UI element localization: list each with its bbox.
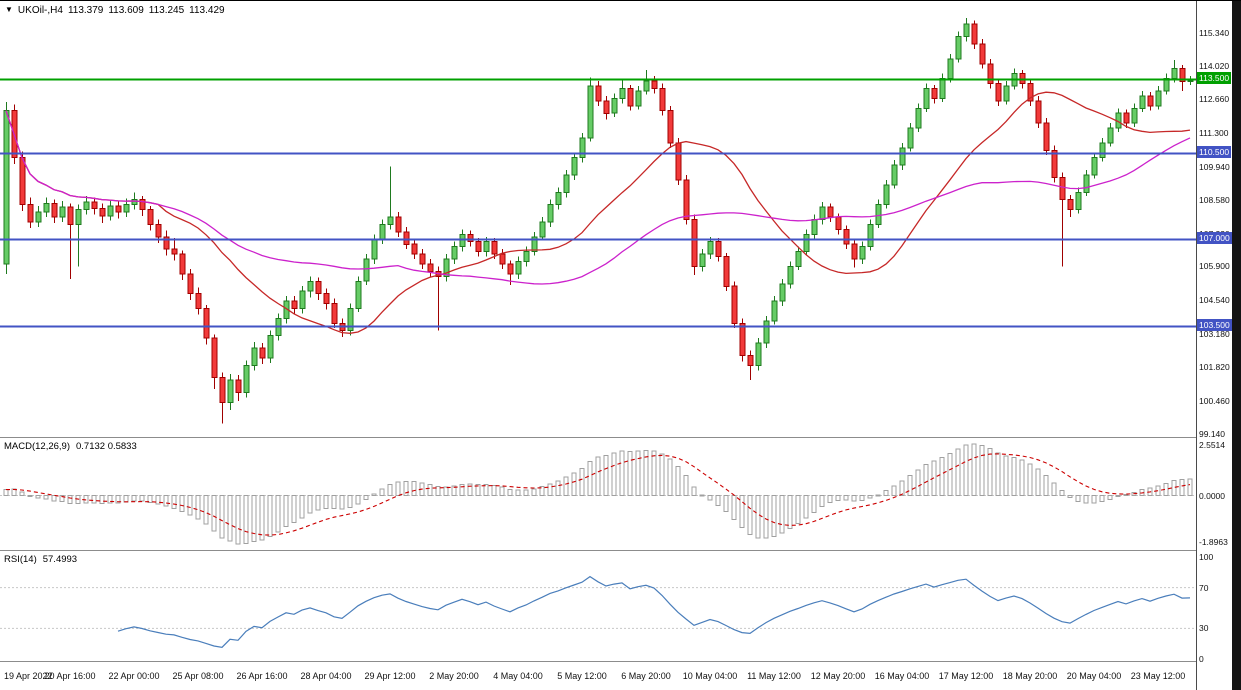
time-axis-label: 11 May 12:00 — [747, 671, 801, 681]
time-axis-label: 25 Apr 08:00 — [172, 671, 224, 681]
macd-axis-max-label: 2.5514 — [1199, 440, 1225, 450]
macd-axis-zero-label: 0.0000 — [1199, 490, 1225, 501]
time-axis[interactable]: 19 Apr 2022 20 Apr 16:00 22 Apr 00:00 25 Ap… — [0, 662, 1196, 690]
time-axis-label: 22 Apr 00:00 — [108, 671, 160, 681]
price-axis-label: 112.660 — [1199, 94, 1230, 105]
price-axis-label: 104.540 — [1199, 295, 1230, 306]
rsi-indicator-label: RSI(14) 57.4993 — [4, 554, 83, 565]
panel-separator[interactable] — [0, 661, 1232, 662]
price-axis-label: 109.940 — [1199, 161, 1230, 172]
time-axis-label: 4 May 04:00 — [493, 671, 543, 681]
macd-values: 0.7132 0.5833 — [76, 441, 137, 452]
price-axis-label: 100.460 — [1199, 395, 1230, 406]
macd-axis-min-label: -1.8963 — [1199, 537, 1228, 547]
macd-indicator-label: MACD(12,26,9) 0.7132 0.5833 — [4, 441, 143, 452]
price-level-badge: 113.500 — [1197, 71, 1232, 84]
price-level-badge: 107.000 — [1197, 232, 1232, 245]
price-level-badge: 103.500 — [1197, 318, 1232, 331]
price-level-badge: 110.500 — [1197, 145, 1232, 158]
time-axis-label: 26 Apr 16:00 — [236, 671, 288, 681]
chart-header: ▼ UKOil-,H4 113.379 113.609 113.245 113.429 — [5, 5, 230, 16]
price-axis[interactable]: 115.340 114.020 112.660 111.300 109.940 108.5… — [1197, 1, 1232, 690]
price-axis-label: 99.140 — [1199, 428, 1225, 439]
time-axis-label: 18 May 20:00 — [1002, 671, 1058, 681]
time-axis-label: 23 May 12:00 — [1130, 671, 1186, 681]
price-axis-border — [1196, 1, 1197, 690]
symbol-timeframe-label: UKOil-,H4 — [17, 5, 63, 16]
time-axis-label: 20 May 04:00 — [1066, 671, 1122, 681]
rsi-axis-label: 0 — [1199, 654, 1204, 664]
window-right-edge — [1232, 1, 1241, 690]
open-value: 113.379 — [67, 5, 104, 16]
price-axis-label: 114.020 — [1199, 60, 1230, 71]
price-axis-label: 105.900 — [1199, 261, 1230, 272]
price-chart-panel[interactable] — [0, 2, 1197, 437]
low-value: 113.245 — [148, 5, 185, 16]
time-axis-label: 20 Apr 16:00 — [44, 671, 96, 681]
time-axis-label: 2 May 20:00 — [429, 671, 479, 681]
time-axis-label: 19 Apr 2022 — [4, 671, 53, 681]
rsi-panel[interactable] — [0, 551, 1197, 661]
rsi-name: RSI(14) — [4, 554, 37, 565]
chart-collapse-icon[interactable]: ▼ — [5, 5, 13, 14]
close-value: 113.429 — [189, 5, 225, 16]
time-axis-label: 16 May 04:00 — [874, 671, 930, 681]
high-value: 113.609 — [108, 5, 144, 16]
time-axis-label: 12 May 20:00 — [810, 671, 866, 681]
time-axis-label: 28 Apr 04:00 — [300, 671, 352, 681]
rsi-axis-label: 70 — [1199, 582, 1209, 593]
price-axis-label: 103.180 — [1199, 328, 1230, 339]
rsi-values: 57.4993 — [42, 554, 78, 565]
rsi-axis-label: 100 — [1199, 552, 1214, 562]
macd-name: MACD(12,26,9) — [4, 441, 70, 452]
panel-separator[interactable] — [0, 437, 1232, 438]
price-axis-label: 101.820 — [1199, 362, 1230, 373]
price-axis-label: 108.580 — [1199, 195, 1230, 206]
rsi-axis-label: 30 — [1199, 623, 1209, 634]
macd-panel[interactable] — [0, 438, 1197, 550]
time-axis-label: 5 May 12:00 — [557, 671, 607, 681]
panel-separator[interactable] — [0, 550, 1232, 551]
time-axis-label: 17 May 12:00 — [938, 671, 994, 681]
time-axis-label: 29 Apr 12:00 — [364, 671, 416, 681]
time-axis-label: 6 May 20:00 — [621, 671, 671, 681]
price-axis-label: 115.340 — [1199, 28, 1230, 39]
price-axis-label: 111.300 — [1199, 127, 1229, 138]
time-axis-label: 10 May 04:00 — [682, 671, 738, 681]
